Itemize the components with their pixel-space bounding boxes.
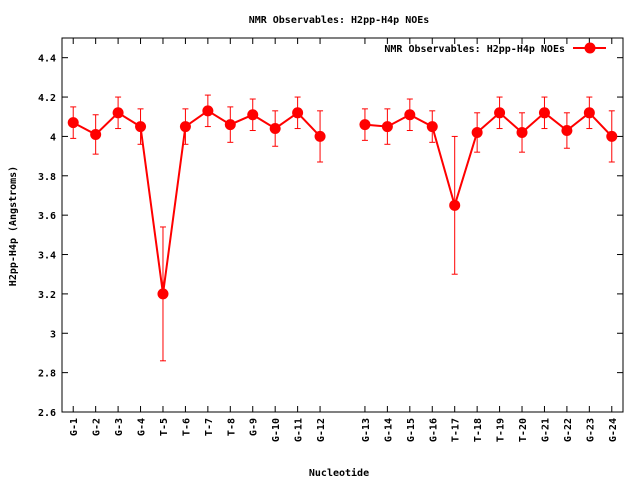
y-tick-label: 4.4 — [38, 54, 56, 65]
chart-title: NMR Observables: H2pp-H4p NOEs — [249, 15, 430, 26]
x-axis-label: Nucleotide — [309, 467, 369, 479]
data-point — [471, 126, 483, 138]
x-tick-label: G-21 — [540, 418, 551, 442]
x-tick-label: T-20 — [518, 418, 529, 442]
data-point — [561, 125, 573, 137]
x-tick-label: G-23 — [585, 418, 596, 442]
x-tick-label: G-13 — [361, 418, 372, 442]
data-point — [426, 121, 438, 133]
data-point — [112, 107, 124, 119]
data-point — [179, 121, 191, 133]
legend: NMR Observables: H2pp-H4p NOEs — [384, 42, 606, 55]
x-tick-label: T-8 — [226, 418, 237, 436]
data-point — [292, 107, 304, 119]
x-tick-label: G-24 — [608, 418, 619, 442]
series-line — [364, 111, 613, 209]
x-tick-label: G-14 — [383, 418, 394, 442]
x-tick-label: G-1 — [69, 418, 80, 436]
plot-frame — [61, 37, 624, 413]
series-line — [72, 109, 321, 295]
data-point — [135, 121, 147, 133]
x-tick-label: G-22 — [563, 418, 574, 442]
data-layer — [67, 94, 618, 362]
y-tick-label: 3 — [50, 329, 56, 340]
x-tick-label: G-3 — [114, 418, 125, 436]
y-axis-label: H2pp-H4p (Angstroms) — [8, 166, 19, 286]
x-tick-label: T-5 — [159, 418, 170, 436]
x-tick-label: G-15 — [406, 418, 417, 442]
data-point — [314, 130, 326, 142]
y-tick-label: 4.2 — [38, 93, 56, 104]
x-tick-label: T-19 — [496, 418, 507, 442]
data-point — [538, 107, 550, 119]
data-point — [269, 123, 281, 135]
x-tick-label: G-16 — [428, 418, 439, 442]
data-point — [494, 107, 506, 119]
y-tick-label: 3.2 — [38, 290, 56, 301]
y-tick-label: 2.6 — [38, 408, 56, 419]
x-tick-label: G-12 — [316, 418, 327, 442]
x-tick-label: G-2 — [92, 418, 103, 436]
axes-layer: 2.6 2.8 3 3.2 3.4 3.6 3.8 4 4.2 4.4 G-1 G-2 G-3 G-4 T-… — [38, 38, 623, 442]
data-point — [404, 109, 416, 121]
y-tick-label: 3.6 — [38, 211, 56, 222]
data-point — [359, 119, 371, 131]
x-tick-label: T-18 — [473, 418, 484, 442]
data-point — [381, 121, 393, 133]
data-point — [449, 199, 461, 211]
x-tick-label: G-10 — [271, 418, 282, 442]
legend-marker — [584, 42, 596, 54]
data-point — [606, 130, 618, 142]
y-tick-label: 2.8 — [38, 369, 56, 380]
data-point — [157, 288, 169, 300]
data-point — [516, 126, 528, 138]
data-point — [247, 109, 259, 121]
y-tick-label: 4 — [50, 132, 56, 143]
data-point — [202, 105, 214, 117]
x-tick-label: T-7 — [204, 418, 215, 436]
x-tick-label: G-9 — [249, 418, 260, 436]
data-point — [583, 107, 595, 119]
y-tick-label: 3.8 — [38, 172, 56, 183]
x-tick-label: T-6 — [181, 418, 192, 436]
x-tick-label: T-17 — [451, 418, 462, 442]
x-tick-label: G-4 — [137, 418, 148, 436]
data-point — [224, 119, 236, 131]
data-point — [67, 117, 79, 129]
data-point — [90, 128, 102, 140]
legend-label: NMR Observables: H2pp-H4p NOEs — [384, 44, 565, 55]
y-tick-label: 3.4 — [38, 251, 56, 262]
x-tick-label: G-11 — [294, 418, 305, 442]
